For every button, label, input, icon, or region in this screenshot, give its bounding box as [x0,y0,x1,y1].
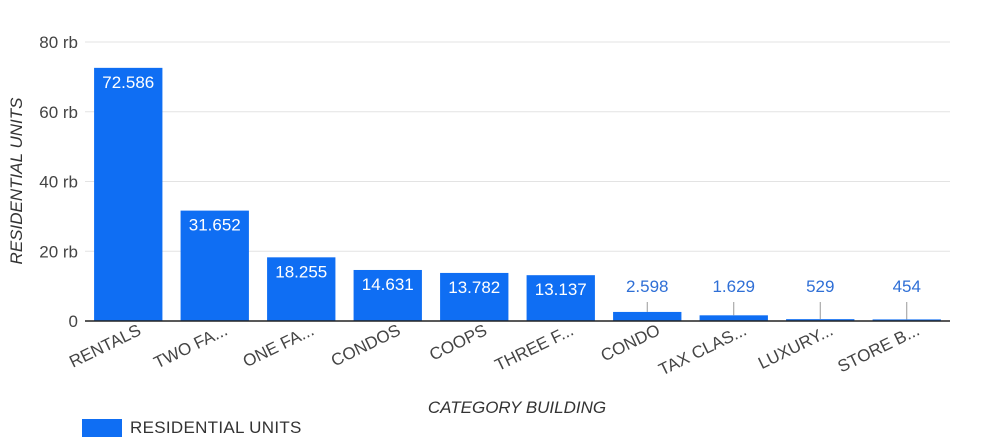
legend-swatch [82,419,122,437]
x-tick-label: THREE F... [492,321,577,375]
data-label: 529 [806,277,834,296]
y-tick-label: 40 rb [39,173,78,192]
bar [440,272,509,321]
data-label: 18.255 [275,262,327,281]
x-tick-label: CONDO [598,321,663,366]
x-tick-label: CONDOS [328,321,403,371]
y-axis-ticks: 0 20 rb 40 rb 60 rb 80 rb [39,33,78,331]
x-tick-label: STORE B... [835,321,923,377]
bar [180,210,249,321]
data-label: 454 [893,277,921,296]
x-tick-label: ONE FA... [240,321,317,372]
x-tick-label: TAX CLAS... [656,321,750,380]
data-label: 2.598 [626,277,669,296]
data-label: 13.137 [535,280,587,299]
y-tick-label: 20 rb [39,242,78,261]
bar [699,315,768,321]
y-tick-label: 60 rb [39,103,78,122]
bar [353,269,422,321]
gridlines [85,41,950,252]
y-axis-title: RESIDENTIAL UNITS [7,97,26,265]
bar [526,275,595,321]
legend: RESIDENTIAL UNITS [82,418,302,438]
data-label: 72.586 [102,73,154,92]
x-axis-title: CATEGORY BUILDING [428,398,606,417]
x-tick-label: LUXURY... [755,321,836,373]
data-labels: 72.586 31.652 18.255 14.631 13.782 13.137 2.59… [102,73,921,320]
bars [94,67,941,321]
y-tick-label: 80 rb [39,33,78,52]
legend-label: RESIDENTIAL UNITS [130,418,302,437]
x-tick-label: COOPS [426,321,490,365]
x-tick-label: TWO FA... [151,321,231,373]
data-label: 1.629 [712,277,755,296]
y-tick-label: 0 [69,312,78,331]
bar [613,311,682,321]
data-label: 31.652 [189,216,241,235]
x-axis-ticks: RENTALS TWO FA... ONE FA... CONDOS COOPS THRE… [66,321,922,380]
data-label: 14.631 [362,275,414,294]
bar [786,319,855,321]
bar [267,257,336,321]
data-label: 13.782 [448,278,500,297]
bar [94,67,163,321]
bar [872,319,941,321]
